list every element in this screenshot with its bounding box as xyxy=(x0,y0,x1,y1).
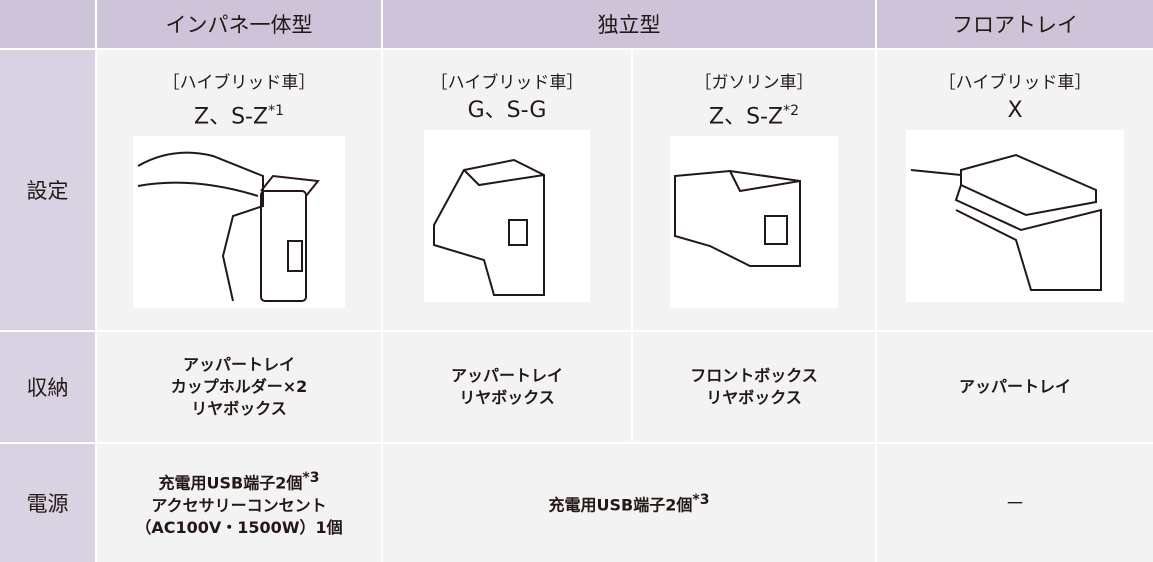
grade: Z、S-Z*2 xyxy=(709,100,799,128)
setting-cell: ［ガソリン車］ Z、S-Z*2 xyxy=(633,50,875,330)
column-header: 独立型 xyxy=(383,0,875,48)
note: *2 xyxy=(783,103,799,119)
power-cell: － xyxy=(877,444,1153,562)
grade-text: Z、S-Z xyxy=(709,104,784,130)
grade: Z、S-Z*1 xyxy=(194,100,284,128)
item: リヤボックス xyxy=(706,388,802,407)
item: リヤボックス xyxy=(459,388,555,407)
storage-cell: フロントボックス リヤボックス xyxy=(633,332,875,442)
power-cell: 充電用USB端子2個*3 xyxy=(383,444,875,562)
illustration xyxy=(906,130,1124,302)
grade: G、S-G xyxy=(467,98,547,123)
item: アッパートレイ xyxy=(958,377,1071,396)
illustration xyxy=(670,136,838,309)
item: 充電用USB端子2個*3 xyxy=(549,489,710,516)
item: アッパートレイ xyxy=(182,355,295,374)
vehicle-type: ［ハイブリッド車］ xyxy=(938,73,1092,93)
setting-cell: ［ハイブリッド車］ Z、S-Z*1 xyxy=(97,50,381,330)
item: フロントボックス xyxy=(690,366,818,385)
storage-cell: アッパートレイ カップホルダー×2 リヤボックス xyxy=(97,332,381,442)
illustration xyxy=(424,130,590,302)
item: アクセサリーコンセント xyxy=(151,495,327,515)
storage-cell: アッパートレイ xyxy=(877,332,1153,442)
illustration xyxy=(133,136,345,309)
row-header: 収納 xyxy=(0,332,95,442)
grade: X xyxy=(1007,98,1023,123)
corner xyxy=(0,0,95,48)
note: *1 xyxy=(268,103,284,119)
setting-cell: ［ハイブリッド車］ G、S-G xyxy=(383,50,631,330)
item-text: 充電用USB端子2個 xyxy=(548,495,693,515)
vehicle-type: ［ハイブリッド車］ xyxy=(162,73,316,93)
note: *3 xyxy=(692,492,710,509)
item: リヤボックス xyxy=(191,399,287,418)
item: 充電用USB端子2個*3 xyxy=(159,467,320,494)
item: アッパートレイ xyxy=(450,366,563,385)
column-header: インパネ一体型 xyxy=(97,0,381,48)
row-header: 電源 xyxy=(0,444,95,562)
item: （AC100V・1500W）1個 xyxy=(135,517,343,537)
power-cell: 充電用USB端子2個*3 アクセサリーコンセント （AC100V・1500W）1個 xyxy=(97,444,381,562)
column-header: フロアトレイ xyxy=(877,0,1153,48)
vehicle-type: ［ハイブリッド車］ xyxy=(430,73,584,93)
vehicle-type: ［ガソリン車］ xyxy=(694,73,814,93)
item: － xyxy=(1005,491,1025,515)
setting-cell: ［ハイブリッド車］ X xyxy=(877,50,1153,330)
note: *3 xyxy=(302,470,320,487)
item: カップホルダー×2 xyxy=(170,377,308,396)
item-text: 充電用USB端子2個 xyxy=(158,473,303,493)
storage-cell: アッパートレイ リヤボックス xyxy=(383,332,631,442)
grade-text: Z、S-Z xyxy=(194,104,269,130)
row-header: 設定 xyxy=(0,50,95,330)
